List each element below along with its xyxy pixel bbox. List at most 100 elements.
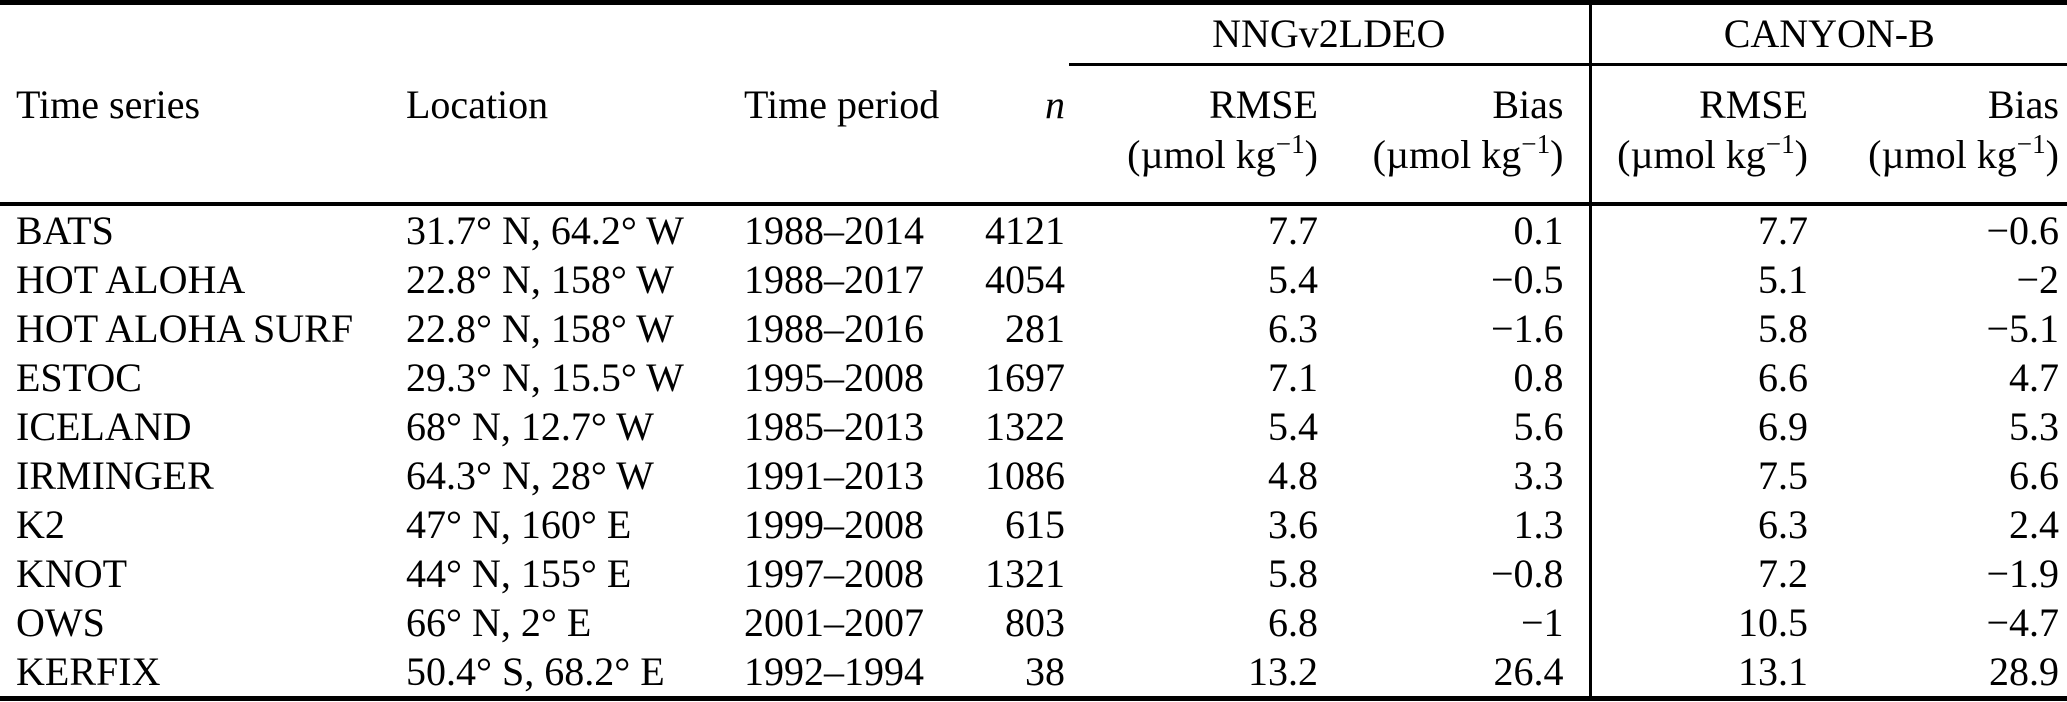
unit-text: (µmol kg (1127, 132, 1276, 177)
cell-time-period: 1995–2008 (744, 354, 924, 400)
cell-rmse-canyon-b: 5.1 (1758, 256, 1808, 302)
cell-bias-nngv2ldeo: −0.5 (1320, 255, 1592, 304)
cell-bias-nngv2ldeo: 0.1 (1320, 204, 1592, 255)
cell-rmse-canyon-b: 5.8 (1758, 305, 1808, 351)
table-row: ESTOC 29.3° N, 15.5° W 1995–2008 1697 7.1 0.8… (0, 353, 2067, 402)
unit-text: (µmol kg (1372, 132, 1522, 177)
col-header-bias-canyon-b: Bias (1987, 82, 2059, 127)
cell-rmse-canyon-b: 10.5 (1738, 599, 1808, 645)
cell-n: 1321 (985, 550, 1065, 596)
cell-bias-nngv2ldeo: −0.8 (1320, 549, 1592, 598)
cell-bias-canyon-b: 2.4 (2009, 501, 2059, 547)
cell-n: 38 (974, 647, 1069, 701)
cell-time-period: 2001–2007 (744, 599, 924, 645)
cell-bias-canyon-b: −0.6 (1986, 207, 2059, 253)
cell-n: 615 (1005, 501, 1065, 547)
cell-rmse-canyon-b: 7.7 (1758, 207, 1808, 253)
unit-close: ) (2045, 132, 2059, 177)
table-row: ICELAND 68° N, 12.7° W 1985–2013 1322 5.4 5.6… (0, 402, 2067, 451)
col-header-n: n (1045, 82, 1065, 127)
unit-close: ) (1794, 132, 1808, 177)
cell-time-period: 1991–2013 (744, 452, 924, 498)
group-header-nngv2ldeo: NNGv2LDEO (1069, 2, 1592, 66)
cell-time-series: KNOT (16, 550, 128, 596)
unit-rmse-nngv2ldeo: (µmol kg−1) (1069, 129, 1320, 206)
cell-bias-nngv2ldeo: 5.6 (1320, 402, 1592, 451)
cell-n: 1086 (985, 452, 1065, 498)
cell-rmse-canyon-b: 6.9 (1758, 403, 1808, 449)
cell-location: 29.3° N, 15.5° W (406, 354, 684, 400)
table-row: IRMINGER 64.3° N, 28° W 1991–2013 1086 4.8 3.… (0, 451, 2067, 500)
col-header-time-period: Time period (744, 82, 940, 127)
unit-superscript: −1 (1275, 129, 1305, 160)
column-header-row: Time series Location Time period n RMSE … (0, 64, 2067, 130)
col-header-location: Location (406, 82, 549, 127)
cell-time-series: BATS (16, 207, 114, 253)
cell-rmse-nngv2ldeo: 7.7 (1268, 207, 1318, 253)
cell-time-series: OWS (16, 599, 105, 645)
cell-bias-canyon-b: −2 (2016, 256, 2059, 302)
cell-n: 1697 (985, 354, 1065, 400)
cell-rmse-nngv2ldeo: 5.4 (1268, 256, 1318, 302)
cell-rmse-nngv2ldeo: 13.2 (1069, 647, 1320, 701)
cell-bias-canyon-b: 4.7 (2009, 354, 2059, 400)
cell-time-period: 1992–1994 (744, 647, 974, 701)
col-header-bias-nngv2ldeo: Bias (1320, 64, 1592, 130)
cell-time-period: 1985–2013 (744, 403, 924, 449)
cell-time-series: K2 (16, 501, 65, 547)
cell-location: 64.3° N, 28° W (406, 452, 654, 498)
table-row: KERFIX 50.4° S, 68.2° E 1992–1994 38 13.2 26.… (0, 647, 2067, 701)
cell-bias-canyon-b: 28.9 (1810, 647, 2067, 701)
col-header-time-series: Time series (16, 82, 201, 127)
unit-superscript: −1 (1765, 129, 1795, 160)
col-header-rmse-nngv2ldeo: RMSE (1209, 82, 1318, 127)
cell-time-period: 1988–2016 (744, 305, 924, 351)
cell-time-period: 1988–2017 (744, 256, 924, 302)
cell-rmse-nngv2ldeo: 6.8 (1268, 599, 1318, 645)
cell-n: 4121 (985, 207, 1065, 253)
cell-time-series: HOT ALOHA (16, 256, 246, 302)
unit-close: ) (1304, 132, 1318, 177)
cell-rmse-canyon-b: 7.5 (1758, 452, 1808, 498)
cell-time-period: 1997–2008 (744, 550, 924, 596)
cell-location: 68° N, 12.7° W (406, 403, 654, 449)
unit-superscript: −1 (1521, 129, 1551, 160)
cell-time-period: 1999–2008 (744, 501, 924, 547)
cell-time-series: KERFIX (0, 647, 390, 701)
table-row: OWS 66° N, 2° E 2001–2007 803 6.8 −1 10.5 −4.7 (0, 598, 2067, 647)
cell-n: 281 (1005, 305, 1065, 351)
units-spacer (0, 130, 1069, 206)
table-body: BATS 31.7° N, 64.2° W 1988–2014 4121 7.7 0.1 7… (0, 204, 2067, 701)
col-header-rmse-canyon-b: RMSE (1699, 82, 1808, 127)
cell-bias-canyon-b: −4.7 (1986, 599, 2059, 645)
cell-rmse-nngv2ldeo: 5.4 (1268, 403, 1318, 449)
cell-rmse-nngv2ldeo: 3.6 (1268, 501, 1318, 547)
model-group-header-row: NNGv2LDEO CANYON-B (0, 2, 2067, 66)
table-row: K2 47° N, 160° E 1999–2008 615 3.6 1.3 6.3 2.4 (0, 500, 2067, 549)
cell-bias-nngv2ldeo: 3.3 (1320, 451, 1592, 500)
cell-time-series: IRMINGER (16, 452, 214, 498)
cell-bias-canyon-b: −5.1 (1986, 305, 2059, 351)
cell-rmse-canyon-b: 13.1 (1590, 647, 1810, 701)
table-row: HOT ALOHA 22.8° N, 158° W 1988–2017 4054 5.4… (0, 255, 2067, 304)
cell-rmse-canyon-b: 6.3 (1758, 501, 1808, 547)
cell-location: 47° N, 160° E (406, 501, 632, 547)
cell-location: 31.7° N, 64.2° W (406, 207, 684, 253)
cell-time-period: 1988–2014 (744, 207, 924, 253)
cell-bias-nngv2ldeo: −1 (1320, 598, 1592, 647)
unit-superscript: −1 (2016, 129, 2046, 160)
cell-rmse-nngv2ldeo: 6.3 (1268, 305, 1318, 351)
table-row: HOT ALOHA SURF 22.8° N, 158° W 1988–2016 28… (0, 304, 2067, 353)
cell-bias-nngv2ldeo: 0.8 (1320, 353, 1592, 402)
cell-time-series: ESTOC (16, 354, 142, 400)
cell-location: 66° N, 2° E (406, 599, 592, 645)
cell-time-series: HOT ALOHA SURF (16, 305, 354, 351)
cell-rmse-nngv2ldeo: 5.8 (1268, 550, 1318, 596)
cell-n: 803 (1005, 599, 1065, 645)
table-row: KNOT 44° N, 155° E 1997–2008 1321 5.8 −0.8 7.2… (0, 549, 2067, 598)
table-row: BATS 31.7° N, 64.2° W 1988–2014 4121 7.7 0.1 7… (0, 204, 2067, 255)
cell-n: 1322 (985, 403, 1065, 449)
cell-bias-canyon-b: −1.9 (1986, 550, 2059, 596)
